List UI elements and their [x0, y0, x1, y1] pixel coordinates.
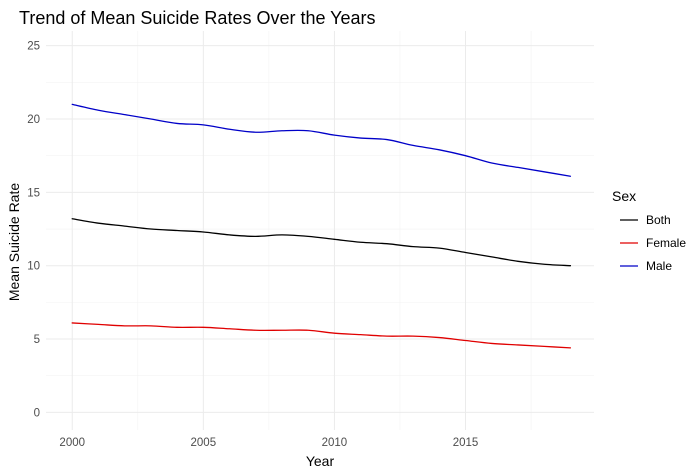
series-line-female — [71, 322, 572, 349]
x-tick-label: 2015 — [453, 437, 479, 449]
legend-title: Sex — [612, 188, 636, 204]
legend-label-female: Female — [646, 236, 686, 250]
x-tick-label: 2005 — [191, 437, 217, 449]
y-axis-ticks: 0 5 10 15 20 25 — [27, 41, 40, 420]
legend: Sex Both Female Male — [612, 188, 686, 273]
legend-label-male: Male — [646, 259, 672, 273]
x-tick-label: 2010 — [322, 437, 348, 449]
y-tick-label: 15 — [27, 187, 40, 199]
y-tick-label: 25 — [27, 41, 40, 53]
y-tick-label: 10 — [27, 261, 40, 273]
x-axis-ticks: 2000 2005 2010 2015 — [59, 437, 478, 449]
series-line-male — [71, 103, 572, 177]
series-lines — [71, 103, 572, 349]
y-tick-label: 20 — [27, 114, 40, 126]
y-axis-title: Mean Suicide Rate — [6, 183, 22, 302]
chart-title: Trend of Mean Suicide Rates Over the Yea… — [19, 8, 376, 28]
grid — [46, 31, 594, 430]
y-tick-label: 5 — [34, 334, 40, 346]
x-tick-label: 2000 — [59, 437, 85, 449]
legend-label-both: Both — [646, 213, 671, 227]
x-axis-title: Year — [306, 453, 335, 469]
series-line-both — [71, 218, 572, 267]
y-tick-label: 0 — [34, 407, 40, 419]
